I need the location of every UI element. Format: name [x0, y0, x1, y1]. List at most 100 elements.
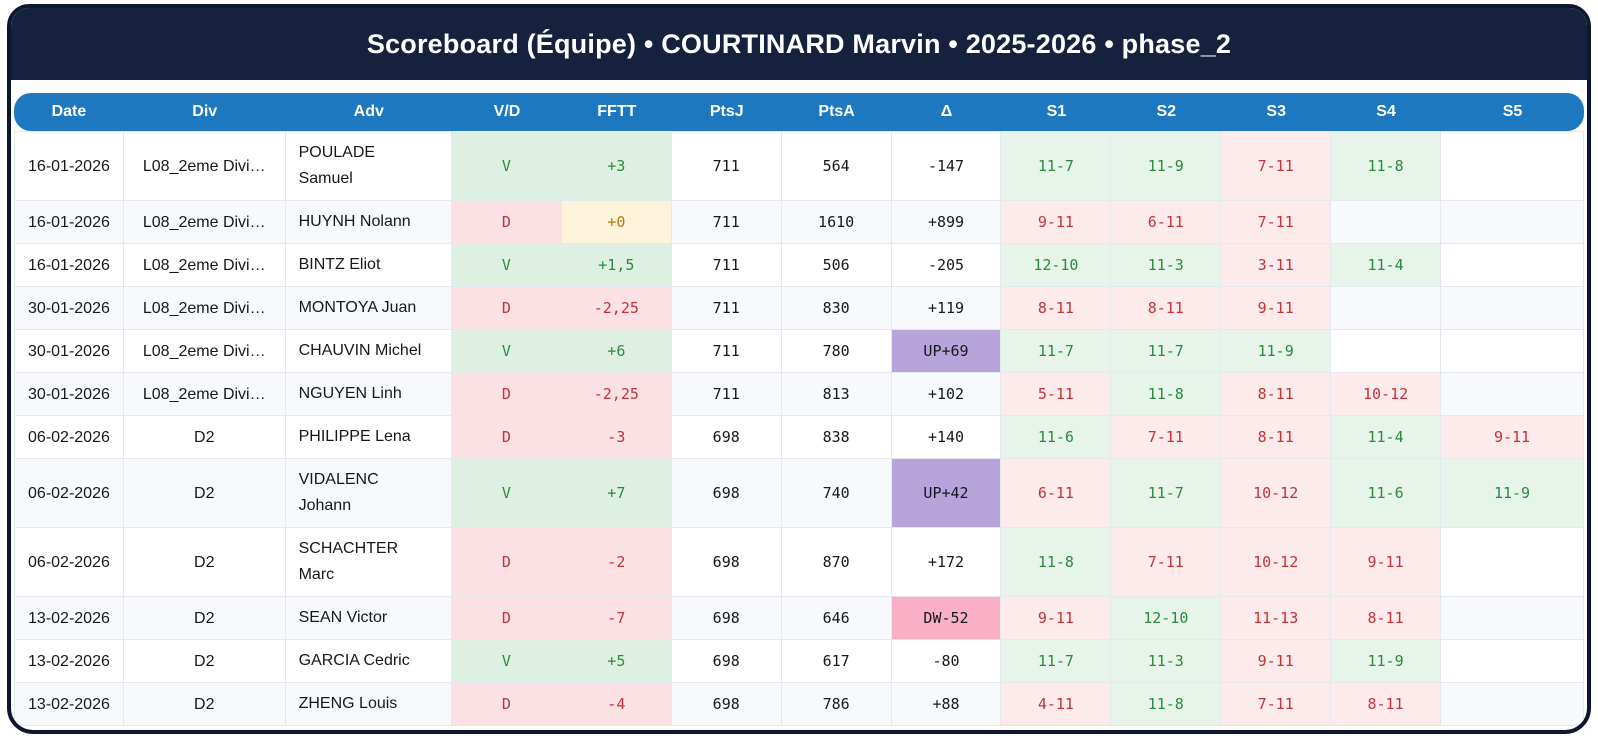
cell-div: L08_2eme Divi… — [123, 131, 286, 201]
cell-vd: D — [452, 201, 562, 244]
cell-fftt: +3 — [561, 131, 672, 201]
cell-vd: D — [452, 287, 562, 330]
cell-s1: 9-11 — [1001, 597, 1112, 640]
cell-s3: 3-11 — [1221, 244, 1332, 287]
column-header-ptsj: PtsJ — [671, 93, 782, 131]
cell-s2: 11-3 — [1111, 244, 1222, 287]
cell-s4: 11-8 — [1331, 131, 1442, 201]
cell-ptsj: 711 — [671, 330, 782, 373]
cell-s5 — [1441, 201, 1584, 244]
cell-s5: 11-9 — [1441, 459, 1584, 528]
cell-s1: 4-11 — [1001, 683, 1112, 726]
cell-delta: +899 — [891, 201, 1002, 244]
cell-vd: V — [452, 131, 562, 201]
column-header-fftt: FFTT — [561, 93, 672, 131]
table-row: 13-02-2026 D2 ZHENG Louis D -4 698 786 +88 4-11 1… — [14, 683, 1584, 726]
table-row: 06-02-2026 D2 SCHACHTER Marc D -2 698 870 +172 1… — [14, 528, 1584, 597]
cell-s3: 10-12 — [1221, 528, 1332, 597]
cell-s5 — [1441, 330, 1584, 373]
cell-delta: DW-52 — [891, 597, 1002, 640]
cell-date: 16-01-2026 — [14, 244, 124, 287]
cell-ptsa: 870 — [781, 528, 892, 597]
column-header-s1: S1 — [1001, 93, 1112, 131]
cell-s2: 7-11 — [1111, 528, 1222, 597]
table-row: 06-02-2026 D2 VIDALENC Johann V +7 698 740 UP+4… — [14, 459, 1584, 528]
cell-s3: 11-13 — [1221, 597, 1332, 640]
page-title: Scoreboard (Équipe) • COURTINARD Marvin … — [366, 28, 1232, 59]
table-row: 30-01-2026 L08_2eme Divi… MONTOYA Juan D -2,… — [14, 287, 1584, 330]
cell-vd: V — [452, 459, 562, 528]
cell-delta: -147 — [891, 131, 1002, 201]
cell-s1: 5-11 — [1001, 373, 1112, 416]
cell-adv: PHILIPPE Lena — [285, 416, 452, 459]
cell-fftt: +5 — [561, 640, 672, 683]
cell-fftt: -3 — [561, 416, 672, 459]
cell-s4: 11-4 — [1331, 416, 1442, 459]
cell-ptsa: 740 — [781, 459, 892, 528]
cell-vd: D — [452, 528, 562, 597]
cell-ptsj: 698 — [671, 597, 782, 640]
scoreboard-table: Date Div Adv V/D FFTT PtsJ PtsA Δ S1 S2 S3 S4 S5 16-… — [14, 93, 1584, 726]
column-header-s2: S2 — [1111, 93, 1222, 131]
cell-s1: 11-7 — [1001, 330, 1112, 373]
cell-delta: -80 — [891, 640, 1002, 683]
cell-fftt: +1,5 — [561, 244, 672, 287]
cell-ptsa: 786 — [781, 683, 892, 726]
column-header-s3: S3 — [1221, 93, 1332, 131]
cell-div: L08_2eme Divi… — [123, 373, 286, 416]
cell-fftt: +7 — [561, 459, 672, 528]
cell-ptsa: 564 — [781, 131, 892, 201]
table-body: 16-01-2026 L08_2eme Divi… POULADE Samuel V +… — [14, 131, 1584, 726]
cell-div: D2 — [123, 640, 286, 683]
cell-adv: BINTZ Eliot — [285, 244, 452, 287]
cell-s3: 8-11 — [1221, 416, 1332, 459]
table-row: 16-01-2026 L08_2eme Divi… HUYNH Nolann D +0 7… — [14, 201, 1584, 244]
cell-ptsa: 780 — [781, 330, 892, 373]
cell-s1: 12-10 — [1001, 244, 1112, 287]
cell-s2: 11-8 — [1111, 683, 1222, 726]
cell-vd: V — [452, 640, 562, 683]
cell-delta: -205 — [891, 244, 1002, 287]
cell-date: 16-01-2026 — [14, 131, 124, 201]
cell-div: D2 — [123, 683, 286, 726]
cell-delta: UP+42 — [891, 459, 1002, 528]
column-header-vd: V/D — [452, 93, 562, 131]
column-header-ptsa: PtsA — [781, 93, 892, 131]
cell-date: 13-02-2026 — [14, 640, 124, 683]
cell-ptsj: 711 — [671, 287, 782, 330]
cell-div: L08_2eme Divi… — [123, 201, 286, 244]
cell-ptsj: 711 — [671, 373, 782, 416]
cell-s4 — [1331, 287, 1442, 330]
cell-vd: D — [452, 597, 562, 640]
cell-s4: 10-12 — [1331, 373, 1442, 416]
cell-ptsj: 698 — [671, 640, 782, 683]
cell-s2: 11-9 — [1111, 131, 1222, 201]
cell-s5 — [1441, 597, 1584, 640]
cell-div: D2 — [123, 459, 286, 528]
cell-date: 30-01-2026 — [14, 287, 124, 330]
cell-s4: 11-6 — [1331, 459, 1442, 528]
cell-s5 — [1441, 528, 1584, 597]
cell-s3: 7-11 — [1221, 201, 1332, 244]
cell-delta: +172 — [891, 528, 1002, 597]
cell-s5: 9-11 — [1441, 416, 1584, 459]
cell-date: 30-01-2026 — [14, 373, 124, 416]
cell-adv: GARCIA Cedric — [285, 640, 452, 683]
cell-ptsj: 698 — [671, 459, 782, 528]
title-bar: Scoreboard (Équipe) • COURTINARD Marvin … — [11, 8, 1587, 80]
cell-s2: 11-3 — [1111, 640, 1222, 683]
scoreboard-card: Scoreboard (Équipe) • COURTINARD Marvin … — [7, 4, 1591, 734]
cell-delta: +102 — [891, 373, 1002, 416]
cell-s1: 11-7 — [1001, 640, 1112, 683]
cell-s1: 11-8 — [1001, 528, 1112, 597]
cell-s1: 8-11 — [1001, 287, 1112, 330]
cell-s4: 9-11 — [1331, 528, 1442, 597]
cell-s5 — [1441, 287, 1584, 330]
cell-fftt: -4 — [561, 683, 672, 726]
title-table-gap — [11, 80, 1587, 93]
cell-delta: +88 — [891, 683, 1002, 726]
cell-s4: 8-11 — [1331, 597, 1442, 640]
header-row: Date Div Adv V/D FFTT PtsJ PtsA Δ S1 S2 S3 S4 S5 — [14, 93, 1584, 131]
cell-ptsa: 813 — [781, 373, 892, 416]
cell-adv: NGUYEN Linh — [285, 373, 452, 416]
